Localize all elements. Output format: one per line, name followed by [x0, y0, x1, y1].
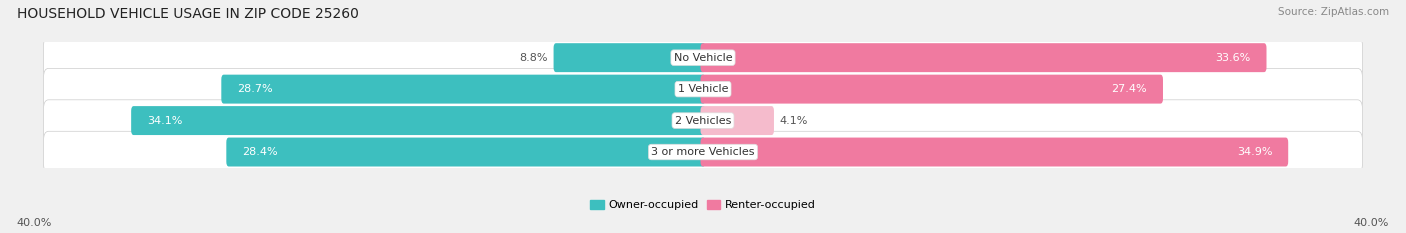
FancyBboxPatch shape [700, 43, 1267, 72]
FancyBboxPatch shape [44, 100, 1362, 141]
FancyBboxPatch shape [44, 37, 1362, 79]
FancyBboxPatch shape [221, 75, 706, 104]
Legend: Owner-occupied, Renter-occupied: Owner-occupied, Renter-occupied [591, 200, 815, 210]
Text: 34.1%: 34.1% [148, 116, 183, 126]
FancyBboxPatch shape [226, 137, 706, 167]
Text: HOUSEHOLD VEHICLE USAGE IN ZIP CODE 25260: HOUSEHOLD VEHICLE USAGE IN ZIP CODE 2526… [17, 7, 359, 21]
Text: Source: ZipAtlas.com: Source: ZipAtlas.com [1278, 7, 1389, 17]
Text: 27.4%: 27.4% [1112, 84, 1147, 94]
FancyBboxPatch shape [44, 131, 1362, 173]
Text: 33.6%: 33.6% [1215, 53, 1251, 63]
Text: 8.8%: 8.8% [519, 53, 548, 63]
FancyBboxPatch shape [44, 68, 1362, 110]
Text: 1 Vehicle: 1 Vehicle [678, 84, 728, 94]
Text: No Vehicle: No Vehicle [673, 53, 733, 63]
FancyBboxPatch shape [700, 137, 1288, 167]
FancyBboxPatch shape [131, 106, 706, 135]
FancyBboxPatch shape [700, 106, 773, 135]
Text: 2 Vehicles: 2 Vehicles [675, 116, 731, 126]
FancyBboxPatch shape [554, 43, 706, 72]
Text: 28.7%: 28.7% [238, 84, 273, 94]
Text: 40.0%: 40.0% [1354, 218, 1389, 228]
Text: 28.4%: 28.4% [242, 147, 278, 157]
Text: 34.9%: 34.9% [1237, 147, 1272, 157]
FancyBboxPatch shape [700, 75, 1163, 104]
Text: 40.0%: 40.0% [17, 218, 52, 228]
Text: 3 or more Vehicles: 3 or more Vehicles [651, 147, 755, 157]
Text: 4.1%: 4.1% [780, 116, 808, 126]
